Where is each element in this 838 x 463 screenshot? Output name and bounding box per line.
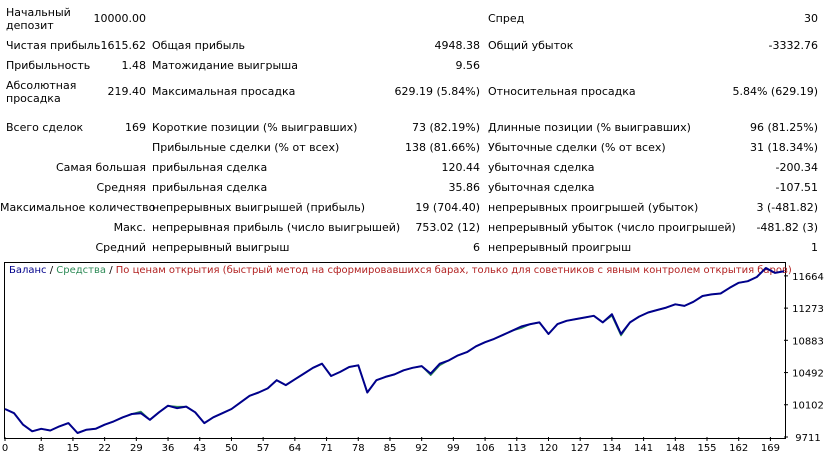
avg-label: Средний	[95, 241, 146, 254]
x-tick-label: 0	[2, 443, 8, 454]
x-tick-label: 43	[193, 443, 206, 454]
y-tick-label: 11664	[792, 272, 824, 283]
x-tick-label: 85	[384, 443, 397, 454]
max-drawdown-label: Максимальная просадка	[152, 85, 296, 98]
x-tick-label: 141	[634, 443, 653, 454]
largest-loss-value: -200.34	[775, 161, 818, 174]
legend-equity: Средства	[56, 265, 107, 276]
spread-label: Спред	[488, 12, 525, 25]
x-tick-label: 162	[729, 443, 748, 454]
max-consec-losses-value: 3 (-481.82)	[756, 201, 818, 214]
profit-factor-label: Прибыльность	[6, 59, 91, 72]
max-consec-profit-value: 753.02 (12)	[415, 221, 480, 234]
x-tick-label: 78	[352, 443, 365, 454]
chart-legend: Баланс / Средства / По ценам открытия (б…	[9, 265, 792, 276]
net-profit-label: Чистая прибыль	[6, 39, 101, 52]
largest-loss-label: убыточная сделка	[488, 161, 595, 174]
x-tick-label: 22	[98, 443, 111, 454]
average-loss-label: убыточная сделка	[488, 181, 595, 194]
x-tick-label: 134	[602, 443, 621, 454]
equity-chart-frame	[4, 262, 786, 439]
long-positions-label: Длинные позиции (% выигравших)	[488, 121, 691, 134]
long-positions-value: 96 (81.25%)	[749, 121, 818, 134]
max-consec-loss-label: непрерывный убыток (число проигрышей)	[488, 221, 736, 234]
x-tick-label: 113	[507, 443, 526, 454]
x-tick-label: 36	[162, 443, 175, 454]
y-tick-label: 11273	[792, 304, 824, 315]
average-label: Средняя	[96, 181, 146, 194]
gross-loss-value: -3332.76	[768, 39, 818, 52]
spread-value: 30	[804, 12, 818, 25]
legend-mode: По ценам открытия (быстрый метод на сфор…	[115, 265, 792, 276]
y-tick-label: 10492	[792, 369, 824, 380]
gross-profit-value: 4948.38	[434, 39, 481, 52]
x-tick-label: 15	[67, 443, 80, 454]
x-tick-label: 50	[225, 443, 238, 454]
rel-drawdown-label: Относительная просадка	[488, 85, 636, 98]
net-profit-value: 1615.62	[100, 39, 147, 52]
profit-factor-value: 1.48	[121, 59, 147, 72]
expected-payoff-value: 9.56	[455, 59, 481, 72]
avg-consec-wins-label: непрерывный выигрыш	[152, 241, 290, 254]
expected-payoff-label: Матожидание выигрыша	[152, 59, 298, 72]
largest-profit-label: прибыльная сделка	[152, 161, 268, 174]
average-profit-label: прибыльная сделка	[152, 181, 268, 194]
abs-drawdown-value: 219.40	[107, 85, 147, 98]
abs-drawdown-label: Абсолютная просадка	[6, 79, 77, 105]
initial-deposit-label: Начальный депозит	[6, 6, 71, 32]
max-consec-loss-value: -481.82 (3)	[756, 221, 818, 234]
x-tick-label: 71	[320, 443, 333, 454]
x-tick-label: 29	[130, 443, 143, 454]
equity-line	[4, 267, 785, 434]
rel-drawdown-value: 5.84% (629.19)	[732, 85, 818, 98]
total-trades-label: Всего сделок	[6, 121, 84, 134]
profit-trades-value: 138 (81.66%)	[404, 141, 480, 154]
profit-trades-label: Прибыльные сделки (% от всех)	[152, 141, 340, 154]
max-label: Макс.	[113, 221, 146, 234]
max-consec-wins-value: 19 (704.40)	[415, 201, 480, 214]
max-drawdown-value: 629.19 (5.84%)	[394, 85, 480, 98]
max-consec-wins-label: непрерывных выигрышей (прибыль)	[152, 201, 366, 214]
max-consec-profit-label: непрерывная прибыль (число выигрышей)	[152, 221, 401, 234]
total-trades-value: 169	[125, 121, 146, 134]
x-tick-label: 120	[539, 443, 558, 454]
loss-trades-label: Убыточные сделки (% от всех)	[488, 141, 666, 154]
max-consec-losses-label: непрерывных проигрышей (убыток)	[488, 201, 699, 214]
avg-consec-losses-value: 1	[811, 241, 818, 254]
largest-label: Самая большая	[55, 161, 146, 174]
x-tick-label: 92	[415, 443, 428, 454]
y-tick-label: 9711	[795, 433, 820, 444]
largest-profit-value: 120.44	[441, 161, 481, 174]
x-tick-label: 57	[257, 443, 270, 454]
x-tick-label: 99	[447, 443, 460, 454]
legend-separator: /	[46, 265, 57, 276]
x-tick-label: 8	[38, 443, 44, 454]
avg-consec-wins-value: 6	[473, 241, 480, 254]
initial-deposit-value: 10000.00	[93, 12, 147, 25]
x-tick-label: 148	[666, 443, 685, 454]
max-count-label: Максимальное количество	[0, 201, 156, 214]
x-tick-label: 106	[476, 443, 495, 454]
average-profit-value: 35.86	[448, 181, 481, 194]
avg-consec-losses-label: непрерывный проигрыш	[488, 241, 632, 254]
short-positions-label: Короткие позиции (% выигравших)	[152, 121, 358, 134]
gross-loss-label: Общий убыток	[488, 39, 574, 52]
x-tick-label: 155	[697, 443, 716, 454]
legend-balance: Баланс	[9, 265, 47, 276]
x-tick-label: 64	[288, 443, 301, 454]
loss-trades-value: 31 (18.34%)	[749, 141, 818, 154]
strategy-report: Начальный депозит 10000.00 Спред 30 Чист…	[0, 6, 818, 254]
short-positions-value: 73 (82.19%)	[411, 121, 480, 134]
average-loss-value: -107.51	[775, 181, 818, 194]
x-tick-label: 127	[571, 443, 590, 454]
x-tick-label: 169	[761, 443, 780, 454]
y-tick-label: 10883	[792, 336, 824, 347]
y-tick-label: 10102	[792, 401, 824, 412]
legend-separator: /	[106, 265, 116, 276]
gross-profit-label: Общая прибыль	[152, 39, 245, 52]
balance-line	[4, 267, 785, 434]
